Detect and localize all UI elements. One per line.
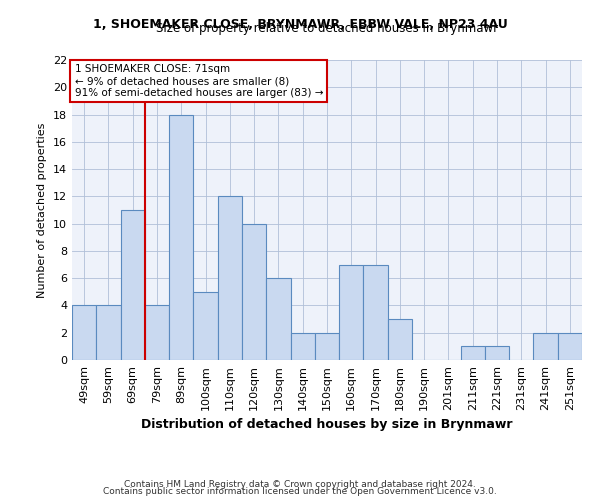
Title: Size of property relative to detached houses in Brynmawr: Size of property relative to detached ho… [156, 22, 498, 35]
Bar [315, 332, 339, 360]
Bar [388, 319, 412, 360]
Y-axis label: Number of detached properties: Number of detached properties [37, 122, 47, 298]
Bar [193, 292, 218, 360]
Bar [169, 114, 193, 360]
Bar [266, 278, 290, 360]
Bar [72, 306, 96, 360]
X-axis label: Distribution of detached houses by size in Brynmawr: Distribution of detached houses by size … [141, 418, 513, 431]
Bar [96, 306, 121, 360]
Bar [290, 332, 315, 360]
Bar [339, 264, 364, 360]
Text: Contains HM Land Registry data © Crown copyright and database right 2024.: Contains HM Land Registry data © Crown c… [124, 480, 476, 489]
Bar [121, 210, 145, 360]
Text: 1, SHOEMAKER CLOSE, BRYNMAWR, EBBW VALE, NP23 4AU: 1, SHOEMAKER CLOSE, BRYNMAWR, EBBW VALE,… [92, 18, 508, 30]
Bar [485, 346, 509, 360]
Text: Contains public sector information licensed under the Open Government Licence v3: Contains public sector information licen… [103, 488, 497, 496]
Text: 1 SHOEMAKER CLOSE: 71sqm
← 9% of detached houses are smaller (8)
91% of semi-det: 1 SHOEMAKER CLOSE: 71sqm ← 9% of detache… [74, 64, 323, 98]
Bar [364, 264, 388, 360]
Bar [145, 306, 169, 360]
Bar [242, 224, 266, 360]
Bar [461, 346, 485, 360]
Bar [533, 332, 558, 360]
Bar [218, 196, 242, 360]
Bar [558, 332, 582, 360]
